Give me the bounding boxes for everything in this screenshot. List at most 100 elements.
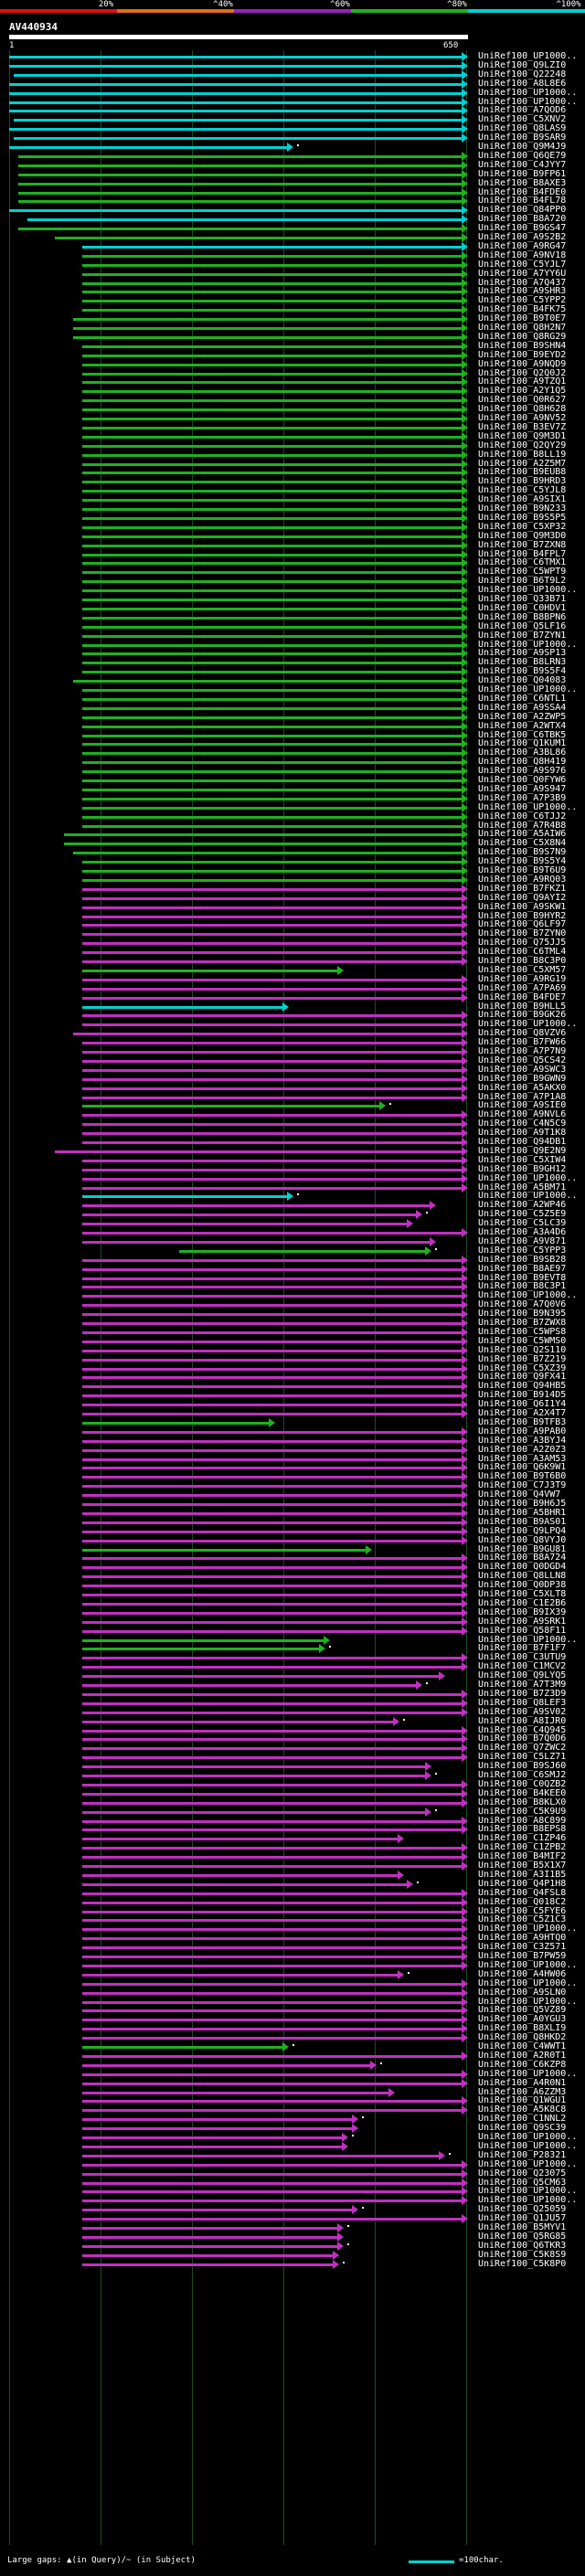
hit-label[interactable]: UniRef100_C5LC39 (478, 1218, 567, 1229)
hit-row[interactable]: UniRef100_Q2Q0J2 (0, 367, 585, 380)
hit-label[interactable]: UniRef100_C3Z571 (478, 1942, 567, 1953)
hit-label[interactable]: UniRef100_B9IX39 (478, 1606, 567, 1617)
hit-label[interactable]: UniRef100_UP1000.. (478, 684, 578, 694)
hit-row[interactable]: UniRef100_C5XP32 (0, 521, 585, 534)
hit-alignment-bar[interactable] (82, 1385, 463, 1389)
hit-alignment-bar[interactable] (82, 1620, 463, 1624)
hit-row[interactable]: UniRef100_B9HLL5 (0, 1001, 585, 1013)
hit-alignment-bar[interactable] (82, 1204, 431, 1208)
hit-label[interactable]: UniRef100_B8A720 (478, 214, 567, 225)
hit-alignment-bar[interactable] (82, 2009, 463, 2013)
hit-alignment-bar[interactable] (64, 843, 463, 846)
hit-label[interactable]: UniRef100_B7ZYN0 (478, 928, 567, 939)
hit-alignment-bar[interactable] (82, 1240, 431, 1244)
hit-alignment-bar[interactable] (82, 462, 463, 466)
hit-alignment-bar[interactable] (82, 1937, 463, 1941)
hit-label[interactable]: UniRef100_B9HRD3 (478, 476, 567, 487)
hit-label[interactable]: UniRef100_Q9M3D1 (478, 430, 567, 441)
hit-alignment-bar[interactable] (82, 2127, 353, 2131)
hit-label[interactable]: UniRef100_A2WTX4 (478, 720, 567, 731)
hit-alignment-bar[interactable] (82, 2209, 353, 2212)
hit-row[interactable]: UniRef100_B7Z3D9 (0, 1688, 585, 1701)
hit-row[interactable]: UniRef100_B9S7N9 (0, 846, 585, 859)
hit-alignment-bar[interactable] (82, 2109, 463, 2113)
hit-alignment-bar[interactable] (82, 978, 463, 981)
hit-row[interactable]: UniRef100_Q6QE79 (0, 150, 585, 163)
hit-alignment-bar[interactable] (82, 1313, 463, 1317)
hit-row[interactable]: UniRef100_B7Q0D6 (0, 1733, 585, 1745)
hit-row[interactable]: UniRef100_B4FL78 (0, 195, 585, 207)
hit-label[interactable]: UniRef100_C0QZB2 (478, 1778, 567, 1789)
hit-label[interactable]: UniRef100_Q9LYQ5 (478, 1670, 567, 1681)
hit-row[interactable]: UniRef100_Q6K9W1 (0, 1461, 585, 1474)
hit-label[interactable]: UniRef100_UP1000.. (478, 51, 578, 61)
hit-row[interactable]: UniRef100_A7R4B8 (0, 820, 585, 832)
hit-row[interactable]: UniRef100_A9SWC3 (0, 1064, 585, 1076)
hit-alignment-bar[interactable] (82, 1856, 463, 1860)
hit-alignment-bar[interactable] (82, 544, 463, 547)
hit-alignment-bar[interactable] (82, 2028, 463, 2031)
hit-row[interactable]: UniRef100_A6ZZM3 (0, 2086, 585, 2099)
hit-label[interactable]: UniRef100_C5K8P0 (478, 2258, 567, 2269)
hit-row[interactable]: UniRef100_C5WPS8 (0, 1326, 585, 1339)
hit-row[interactable]: UniRef100_C5WPT9 (0, 566, 585, 578)
hit-row[interactable]: UniRef100_A9SV02 (0, 1706, 585, 1719)
hit-alignment-bar[interactable] (82, 1729, 463, 1733)
hit-label[interactable]: UniRef100_Q5LF16 (478, 620, 567, 631)
hit-row[interactable]: UniRef100_B3EV7Z (0, 421, 585, 434)
hit-label[interactable]: UniRef100_B8C3P1 (478, 1281, 567, 1292)
hit-alignment-bar[interactable] (82, 643, 463, 647)
hit-alignment-bar[interactable] (14, 119, 463, 122)
hit-label[interactable]: UniRef100_A9RQ03 (478, 874, 567, 885)
hit-row[interactable]: UniRef100_Q22248 (0, 69, 585, 81)
hit-label[interactable]: UniRef100_B9S5P5 (478, 512, 567, 523)
hit-label[interactable]: UniRef100_UP1000.. (478, 1290, 578, 1301)
hit-alignment-bar[interactable] (82, 1349, 463, 1352)
hit-row[interactable]: UniRef100_C5FYE6 (0, 1905, 585, 1918)
hit-row[interactable]: UniRef100_B9FP61 (0, 168, 585, 181)
hit-row[interactable]: UniRef100_C1MCV2 (0, 1660, 585, 1673)
hit-alignment-bar[interactable] (82, 291, 463, 294)
hit-row[interactable]: UniRef100_A9PAB0 (0, 1426, 585, 1438)
hit-row[interactable]: UniRef100_A9S2B2 (0, 231, 585, 244)
hit-alignment-bar[interactable] (82, 1096, 463, 1099)
hit-alignment-bar[interactable] (18, 164, 463, 167)
hit-alignment-bar[interactable] (82, 1042, 463, 1045)
hit-alignment-bar[interactable] (82, 2253, 335, 2257)
hit-row[interactable]: UniRef100_Q9E2N9 (0, 1145, 585, 1158)
hit-label[interactable]: UniRef100_A9TZQ1 (478, 376, 567, 387)
hit-label[interactable]: UniRef100_Q2S110 (478, 1344, 567, 1355)
hit-alignment-bar[interactable] (18, 191, 463, 195)
hit-label[interactable]: UniRef100_Q8LLN8 (478, 1571, 567, 1582)
hit-alignment-bar[interactable] (82, 906, 463, 909)
hit-label[interactable]: UniRef100_B5X1X7 (478, 1860, 567, 1871)
hit-alignment-bar[interactable] (82, 1819, 463, 1823)
hit-row[interactable]: UniRef100_Q9LPQ4 (0, 1525, 585, 1538)
hit-row[interactable]: UniRef100_B8AXE3 (0, 177, 585, 190)
hit-row[interactable]: UniRef100_C5XZ39 (0, 1362, 585, 1375)
hit-label[interactable]: UniRef100_B9S5Y4 (478, 856, 567, 867)
hit-alignment-bar[interactable] (82, 2218, 463, 2221)
hit-label[interactable]: UniRef100_Q9SC39 (478, 2123, 567, 2134)
hit-alignment-bar[interactable] (82, 1775, 426, 1777)
hit-alignment-bar[interactable] (82, 1765, 426, 1769)
hit-alignment-bar[interactable] (9, 128, 463, 132)
hit-row[interactable]: UniRef100_A7T3M9 (0, 1679, 585, 1691)
hit-label[interactable]: UniRef100_B9GK26 (478, 1010, 567, 1021)
hit-row[interactable]: UniRef100_B9T6U9 (0, 864, 585, 877)
hit-row[interactable]: UniRef100_UP1000.. (0, 1289, 585, 1302)
hit-label[interactable]: UniRef100_Q9M4J9 (478, 142, 567, 152)
hit-row[interactable]: UniRef100_Q4P1H8 (0, 1878, 585, 1891)
hit-alignment-bar[interactable] (82, 1530, 463, 1533)
hit-label[interactable]: UniRef100_C3UTU9 (478, 1652, 567, 1663)
hit-alignment-bar[interactable] (82, 1413, 463, 1415)
hit-label[interactable]: UniRef100_UP1000.. (478, 1959, 578, 1970)
hit-alignment-bar[interactable] (82, 1829, 463, 1832)
hit-label[interactable]: UniRef100_UP1000.. (478, 801, 578, 812)
hit-alignment-bar[interactable] (82, 2082, 463, 2085)
hit-label[interactable]: UniRef100_B9TFB3 (478, 1416, 567, 1427)
hit-row[interactable]: UniRef100_B9HYR2 (0, 910, 585, 923)
hit-alignment-bar[interactable] (9, 56, 463, 58)
hit-label[interactable]: UniRef100_Q4P1H8 (478, 1878, 567, 1889)
hit-label[interactable]: UniRef100_B9T6U9 (478, 865, 567, 875)
